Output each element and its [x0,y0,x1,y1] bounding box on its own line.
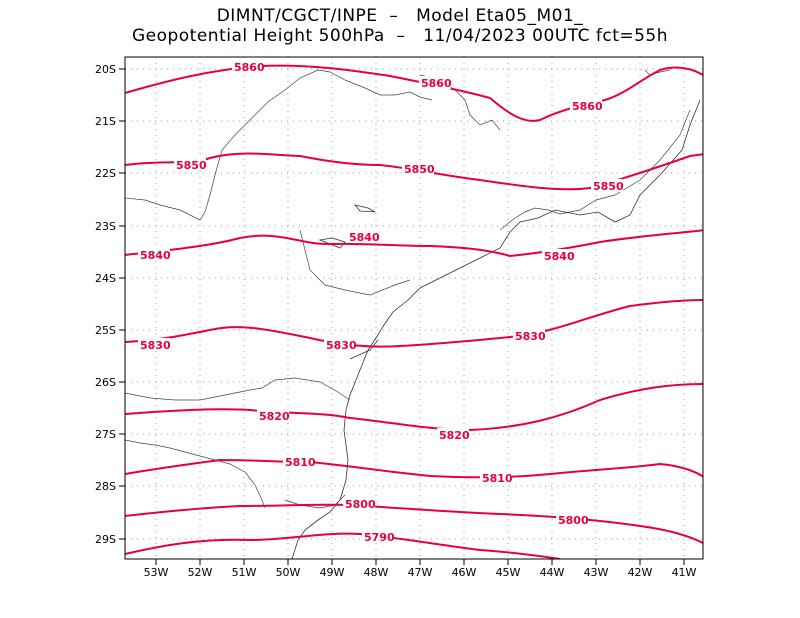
lon-label: 52W [188,566,213,579]
contour-5790 [125,532,561,559]
lat-label: 28S [95,480,116,493]
contour-5860 [125,64,703,122]
lat-label: 23S [95,220,116,233]
contour-5830 [125,299,703,348]
lon-label: 48W [364,566,389,579]
contour-labels: 5860 5860 5860 5850 5850 5850 5840 5840 … [138,60,624,544]
contour-label: 5860 [421,77,452,90]
lon-label: 44W [540,566,565,579]
contour-label: 5830 [515,330,546,343]
contour-label: 5840 [544,250,575,263]
contour-label: 5800 [558,514,589,527]
lat-label: 20S [95,63,116,76]
lon-label: 46W [452,566,477,579]
contour-label: 5840 [140,249,171,262]
lon-label: 43W [584,566,609,579]
contour-5800 [125,503,703,545]
contour-label: 5830 [326,339,357,352]
lon-label: 51W [232,566,257,579]
lat-label: 22S [95,167,116,180]
contour-label: 5810 [285,456,316,469]
lon-label: 41W [672,566,697,579]
map-frame [124,56,704,560]
tick-marks [119,68,685,565]
contour-label: 5840 [349,231,380,244]
title-line-2: Geopotential Height 500hPa – 11/04/2023 … [131,26,669,46]
contour-label: 5820 [439,429,470,442]
contour-label: 5830 [140,339,171,352]
contour-label: 5790 [364,531,395,544]
lon-label: 53W [144,566,169,579]
lat-label: 26S [95,376,116,389]
contour-label: 5800 [345,498,376,511]
contour-5810 [125,458,703,479]
grid [125,57,703,559]
lon-label: 49W [320,566,345,579]
contour-label: 5860 [234,61,265,74]
contour-lines [125,64,703,559]
lat-label: 21S [95,115,116,128]
latitude-labels: 20S 21S 22S 23S 24S 25S 26S 27S 28S 29S [95,63,116,546]
contour-label: 5850 [593,180,624,193]
contour-5840 [125,229,703,258]
lon-label: 47W [408,566,433,579]
state-borders [125,69,691,509]
lat-label: 25S [95,324,116,337]
longitude-labels: 53W 52W 51W 50W 49W 48W 47W 46W 45W 44W … [144,566,697,579]
lon-label: 50W [276,566,301,579]
contour-label: 5850 [176,159,207,172]
lon-label: 42W [628,566,653,579]
contour-5820 [125,383,703,432]
contour-label: 5810 [482,472,513,485]
contour-label: 5860 [572,100,603,113]
lat-label: 29S [95,533,116,546]
title-line-1: DIMNT/CGCT/INPE – Model Eta05_M01_ [216,6,584,26]
lat-label: 24S [95,272,116,285]
contour-label: 5850 [404,163,435,176]
lon-label: 45W [496,566,521,579]
lat-label: 27S [95,428,116,441]
contour-label: 5820 [259,410,290,423]
